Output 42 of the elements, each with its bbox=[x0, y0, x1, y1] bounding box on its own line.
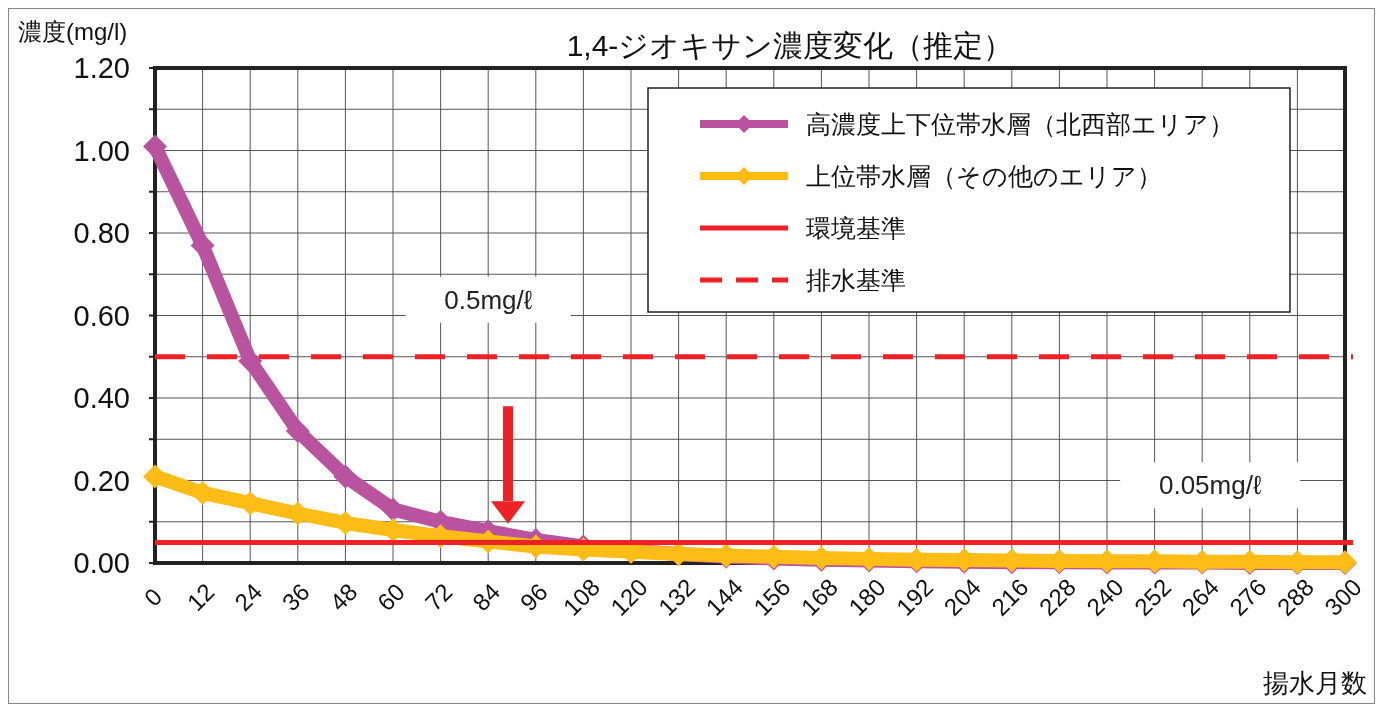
x-tick-label: 12 bbox=[181, 578, 220, 616]
x-tick-label: 288 bbox=[1271, 573, 1320, 621]
y-tick-label: 0.00 bbox=[73, 547, 130, 579]
x-tick-label: 156 bbox=[748, 573, 796, 621]
x-tick-label: 168 bbox=[795, 573, 844, 621]
y-tick-label: 1.00 bbox=[73, 134, 130, 167]
x-tick-label: 120 bbox=[605, 573, 653, 621]
legend-label: 排水基準 bbox=[806, 266, 906, 294]
x-tick-label: 228 bbox=[1033, 573, 1082, 621]
x-axis-title: 揚水月数 bbox=[1263, 668, 1367, 698]
legend-label: 環境基準 bbox=[806, 214, 906, 242]
annotation: 0.5mg/ℓ bbox=[444, 284, 533, 315]
x-tick-label: 264 bbox=[1176, 573, 1224, 621]
y-axis-title: 濃度(mg/l) bbox=[18, 18, 128, 45]
y-tick-label: 0.20 bbox=[73, 464, 130, 497]
x-tick-label: 300 bbox=[1319, 573, 1367, 621]
x-tick-label: 132 bbox=[652, 573, 701, 621]
x-tick-label: 36 bbox=[276, 578, 315, 616]
x-tick-label: 84 bbox=[467, 578, 506, 616]
x-tick-label: 240 bbox=[1081, 573, 1129, 621]
legend-label: 高濃度上下位帯水層（北西部エリア） bbox=[806, 110, 1234, 138]
x-tick-label: 192 bbox=[890, 573, 939, 621]
x-tick-label: 0 bbox=[138, 582, 168, 612]
x-tick-label: 216 bbox=[986, 573, 1034, 621]
x-tick-label: 60 bbox=[372, 578, 410, 616]
x-tick-label: 96 bbox=[514, 578, 553, 616]
y-tick-label: 0.40 bbox=[73, 382, 130, 414]
legend-label: 上位帯水層（その他のエリア） bbox=[806, 162, 1162, 190]
x-tick-label: 72 bbox=[419, 578, 458, 616]
chart-title: 1,4-ジオキサン濃度変化（推定） bbox=[566, 29, 1014, 62]
x-tick-label: 108 bbox=[557, 573, 606, 621]
y-tick-label: 0.80 bbox=[73, 217, 130, 249]
y-tick-label: 1.20 bbox=[73, 52, 130, 84]
x-tick-label: 276 bbox=[1224, 573, 1272, 621]
x-tick-label: 252 bbox=[1128, 573, 1177, 621]
y-tick-label: 0.60 bbox=[73, 299, 130, 332]
x-tick-label: 144 bbox=[700, 573, 748, 621]
x-tick-label: 48 bbox=[324, 578, 363, 616]
x-tick-label: 204 bbox=[938, 573, 986, 621]
x-tick-label: 180 bbox=[843, 573, 891, 621]
x-tick-label: 24 bbox=[229, 578, 268, 616]
annotation: 0.05mg/ℓ bbox=[1158, 470, 1262, 501]
